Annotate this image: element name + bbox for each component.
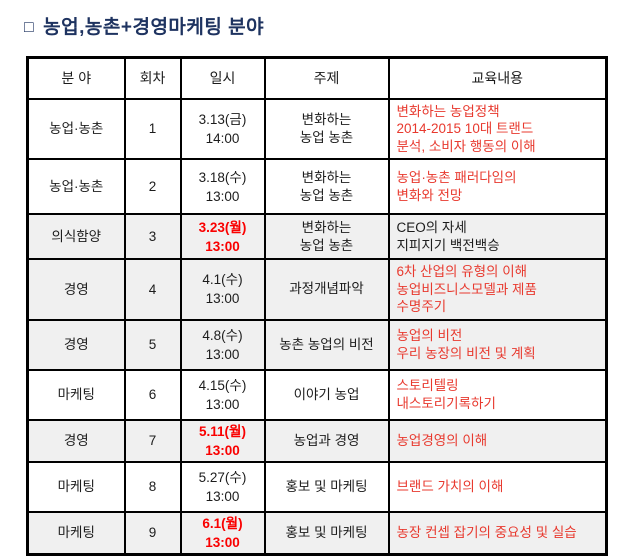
topic-cell: 홍보 및 마케팅 [263, 460, 390, 513]
header-field: 분 야 [26, 56, 126, 100]
table-row: 경영 5 4.8(수) 13:00 농촌 농업의 비전 농업의 비전 우리 농장의 비전 및… [26, 318, 608, 371]
header-topic: 주제 [263, 56, 390, 100]
table-row: 경영 4 4.1(수) 13:00 과정개념파악 6차 산업의 유형의 이해 농업비즈니스모… [26, 258, 608, 321]
topic-cell: 농업과 경영 [263, 418, 390, 463]
field-cell: 경영 [26, 418, 126, 463]
date-cell: 3.23(월) 13:00 [179, 213, 266, 260]
field-cell: 마케팅 [26, 460, 126, 513]
table-row: 의식함양 3 3.23(월) 13:00 변화하는 농업 농촌 CEO의 자세 지피지기 백전… [26, 213, 608, 260]
header-row: 분 야 회차 일시 주제 교육내용 [26, 56, 608, 100]
session-cell: 2 [123, 158, 182, 215]
session-cell: 7 [123, 418, 182, 463]
session-cell: 8 [123, 460, 182, 513]
content-cell: 브랜드 가치의 이해 [387, 460, 608, 513]
date-cell: 3.18(수) 13:00 [179, 158, 266, 215]
table-header: 분 야 회차 일시 주제 교육내용 [26, 56, 608, 100]
session-cell: 5 [123, 318, 182, 371]
content-cell: 6차 산업의 유형의 이해 농업비즈니스모델과 제품 수명주기 [387, 258, 608, 321]
content-cell: 변화하는 농업정책 2014-2015 10대 트랜드 분석, 소비자 행동의 이해 [387, 97, 608, 160]
topic-cell: 변화하는 농업 농촌 [263, 158, 390, 215]
date-cell: 5.11(월) 13:00 [179, 418, 266, 463]
session-cell: 9 [123, 510, 182, 556]
date-cell: 4.1(수) 13:00 [179, 258, 266, 321]
topic-cell: 이야기 농업 [263, 368, 390, 421]
content-cell: 농업의 비전 우리 농장의 비전 및 계획 [387, 318, 608, 371]
topic-cell: 변화하는 농업 농촌 [263, 213, 390, 260]
field-cell: 마케팅 [26, 510, 126, 556]
topic-cell: 변화하는 농업 농촌 [263, 97, 390, 160]
table-row: 마케팅 6 4.15(수) 13:00 이야기 농업 스토리텔링 내스토리기록하기 [26, 368, 608, 421]
content-cell: 농업경영의 이해 [387, 418, 608, 463]
schedule-rows: 농업·농촌 1 3.13(금) 14:00 변화하는 농업 농촌 변화하는 농업정책 2014… [26, 97, 608, 556]
content-cell: 농업·농촌 패러다임의 변화와 전망 [387, 158, 608, 215]
page-title: □ 농업,농촌+경영마케팅 분야 [24, 12, 264, 39]
session-cell: 6 [123, 368, 182, 421]
content-cell: 스토리텔링 내스토리기록하기 [387, 368, 608, 421]
date-cell: 3.13(금) 14:00 [179, 97, 266, 160]
session-cell: 4 [123, 258, 182, 321]
date-cell: 4.15(수) 13:00 [179, 368, 266, 421]
content-cell: 농장 컨셉 잡기의 중요성 및 실습 [387, 510, 608, 556]
content-cell: CEO의 자세 지피지기 백전백승 [387, 213, 608, 260]
table-row: 마케팅 9 6.1(월) 13:00 홍보 및 마케팅 농장 컨셉 잡기의 중요성 및 실… [26, 510, 608, 556]
square-bullet-icon: □ [24, 19, 35, 36]
date-cell: 6.1(월) 13:00 [179, 510, 266, 556]
field-cell: 농업·농촌 [26, 158, 126, 215]
field-cell: 농업·농촌 [26, 97, 126, 160]
session-cell: 1 [123, 97, 182, 160]
table-row: 마케팅 8 5.27(수) 13:00 홍보 및 마케팅 브랜드 가치의 이해 [26, 460, 608, 513]
page-title-text: 농업,농촌+경영마케팅 분야 [43, 17, 265, 38]
header-session: 회차 [123, 56, 182, 100]
table-row: 경영 7 5.11(월) 13:00 농업과 경영 농업경영의 이해 [26, 418, 608, 463]
schedule-table: 분 야 회차 일시 주제 교육내용 농업·농촌 1 3.13(금) 14:00 변화하는… [26, 56, 608, 556]
header-date: 일시 [179, 56, 266, 100]
field-cell: 경영 [26, 258, 126, 321]
topic-cell: 홍보 및 마케팅 [263, 510, 390, 556]
table-row: 농업·농촌 2 3.18(수) 13:00 변화하는 농업 농촌 농업·농촌 패러다임의 변화… [26, 158, 608, 215]
topic-cell: 농촌 농업의 비전 [263, 318, 390, 371]
topic-cell: 과정개념파악 [263, 258, 390, 321]
field-cell: 의식함양 [26, 213, 126, 260]
date-cell: 5.27(수) 13:00 [179, 460, 266, 513]
date-cell: 4.8(수) 13:00 [179, 318, 266, 371]
session-cell: 3 [123, 213, 182, 260]
header-content: 교육내용 [387, 56, 608, 100]
table-row: 농업·농촌 1 3.13(금) 14:00 변화하는 농업 농촌 변화하는 농업정책 2014… [26, 97, 608, 160]
field-cell: 경영 [26, 318, 126, 371]
field-cell: 마케팅 [26, 368, 126, 421]
